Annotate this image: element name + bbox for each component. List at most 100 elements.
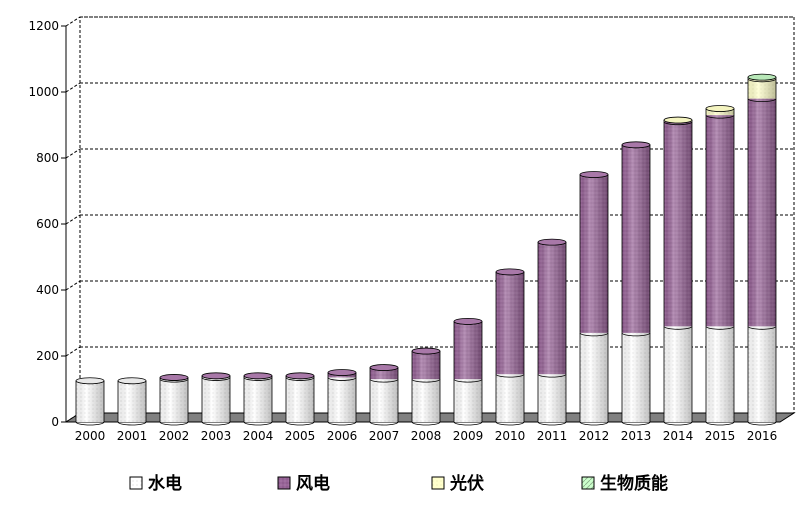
gridline-side <box>65 280 81 291</box>
legend-swatch <box>129 476 143 490</box>
bar-top-cap <box>201 372 231 380</box>
bar-segment-shade <box>748 78 776 99</box>
bar-top-cap <box>159 374 189 381</box>
bar-segment-shade <box>706 326 734 422</box>
bar-segment-boundary <box>201 377 231 381</box>
x-tick-label: 2005 <box>285 429 316 443</box>
bar-segment-boundary <box>747 78 777 83</box>
x-tick-label: 2014 <box>663 429 694 443</box>
legend-label: 光伏 <box>449 473 484 494</box>
x-tick-label: 2009 <box>453 429 484 443</box>
bar-segment-shade <box>412 379 440 422</box>
bar-2001 <box>117 377 147 426</box>
bar-segment-shade <box>370 379 398 422</box>
bar-segment-shade <box>664 326 692 422</box>
bar-segment-shade <box>748 326 776 422</box>
x-tick-label: 2004 <box>243 429 274 443</box>
legend-swatch <box>581 476 595 490</box>
legend-label: 生物质能 <box>600 473 668 494</box>
bar-2011 <box>537 238 567 426</box>
x-tick-label: 2003 <box>201 429 232 443</box>
bar-segment-boundary <box>243 377 273 381</box>
bar-segment-boundary <box>705 326 735 330</box>
bar-segment-boundary <box>327 377 357 381</box>
bar-segment-boundary <box>663 121 693 126</box>
y-tick-label: 1000 <box>28 85 59 99</box>
y-tick-label: 800 <box>36 151 59 165</box>
y-tick-label: 200 <box>36 349 59 363</box>
bar-segment-shade <box>202 377 230 422</box>
x-tick-label: 2012 <box>579 429 610 443</box>
bar-2004 <box>243 372 273 426</box>
bar-segment-shade <box>328 377 356 422</box>
bar-segment-shade <box>664 121 692 327</box>
bar-segment-shade <box>538 242 566 375</box>
bar-top-cap <box>621 141 651 149</box>
bar-segment-shade <box>118 380 146 422</box>
bar-top-cap <box>285 372 315 380</box>
bar-bottom <box>537 421 567 426</box>
bar-bottom <box>747 421 777 426</box>
bar-segment-shade <box>622 144 650 333</box>
legend-label: 风电 <box>296 473 330 494</box>
bar-top-cap <box>747 73 777 81</box>
bar-2010 <box>495 268 525 426</box>
bar-bottom <box>705 421 735 426</box>
bar-segment-shade <box>580 332 608 422</box>
bar-top-cap <box>537 238 567 246</box>
bar-top-cap <box>243 372 273 380</box>
bar-bottom <box>201 421 231 426</box>
bar-segment-shade <box>286 377 314 422</box>
bar-top-cap <box>117 377 147 385</box>
bar-segment-shade <box>622 332 650 422</box>
bar-segment-shade <box>244 377 272 422</box>
bar-segment-boundary <box>579 332 609 337</box>
bar-segment-boundary <box>537 373 567 378</box>
legend-item-生物质能: 生物质能 <box>581 473 668 494</box>
legend-swatch <box>277 476 291 490</box>
bar-segment-boundary <box>453 378 483 383</box>
bar-2008 <box>411 347 441 426</box>
bar-2012 <box>579 171 609 426</box>
bar-bottom <box>663 421 693 426</box>
bar-top-cap <box>411 347 441 355</box>
bar-segment-shade <box>454 321 482 380</box>
bar-bottom <box>369 421 399 426</box>
bar-segment-boundary <box>285 377 315 381</box>
bar-2003 <box>201 372 231 426</box>
legend-label: 水电 <box>148 473 182 494</box>
bar-top-cap <box>495 268 525 276</box>
x-tick-label: 2015 <box>705 429 736 443</box>
x-tick-label: 2000 <box>75 429 106 443</box>
gridline-side <box>65 214 81 225</box>
bar-segment-shade <box>76 380 104 422</box>
gridline-side <box>65 82 81 93</box>
bar-2007 <box>369 364 399 426</box>
bar-segment-shade <box>412 351 440 380</box>
y-tick-label: 1200 <box>28 19 59 33</box>
x-tick-label: 2011 <box>537 429 568 443</box>
bar-segment-boundary <box>663 326 693 330</box>
bar-bottom <box>159 421 189 426</box>
bar-bottom <box>75 421 105 426</box>
bar-top-cap <box>663 116 693 124</box>
bar-segment-shade <box>748 98 776 327</box>
bar-segment-boundary <box>747 98 777 102</box>
bar-top-cap <box>453 317 483 325</box>
y-tick-label: 600 <box>36 217 59 231</box>
bar-top-cap <box>705 105 735 112</box>
bar-2009 <box>453 317 483 426</box>
bar-bottom <box>411 421 441 426</box>
bar-segment-shade <box>454 379 482 422</box>
bar-segment-boundary <box>747 326 777 330</box>
gridline-side <box>65 16 81 27</box>
x-tick-label: 2013 <box>621 429 652 443</box>
bar-segment-boundary <box>159 378 189 383</box>
bar-segment-boundary <box>411 378 441 383</box>
x-tick-label: 2010 <box>495 429 526 443</box>
x-tick-label: 2002 <box>159 429 190 443</box>
bar-2005 <box>285 372 315 426</box>
bar-segment-boundary <box>621 332 651 337</box>
